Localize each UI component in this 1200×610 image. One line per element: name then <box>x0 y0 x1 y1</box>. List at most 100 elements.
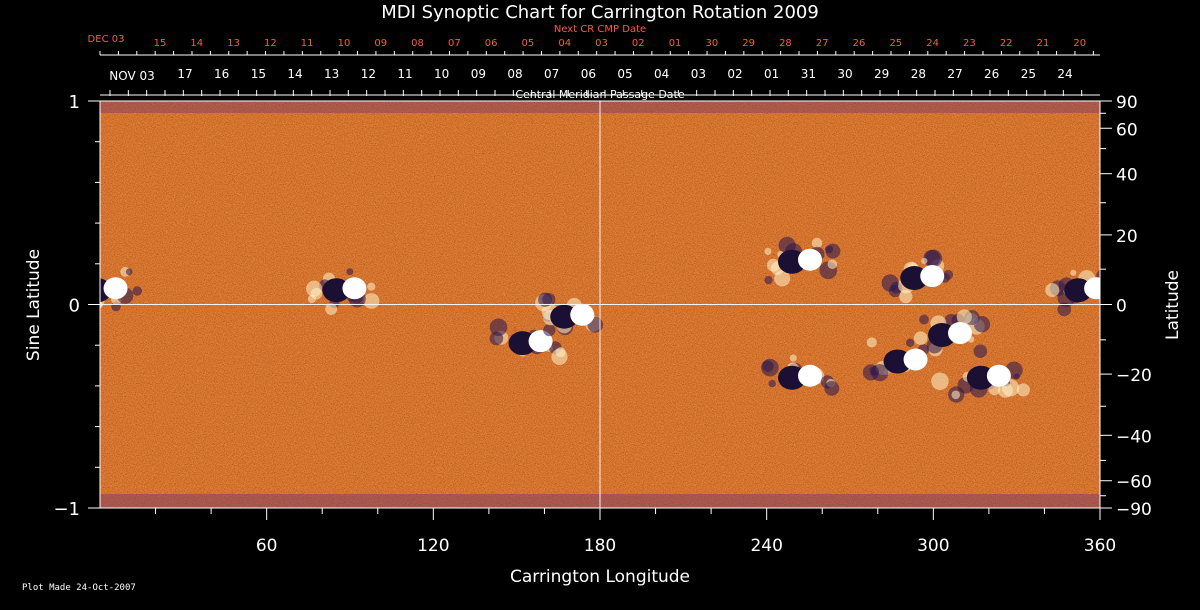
next-cr-axis: 15 14 13 12 11 10 09 08 07 06 05 04 03 02 01 30 29 28 27 26… <box>99 38 1094 55</box>
cmp-start-label: NOV 03 <box>109 69 155 83</box>
cmp-date: 11 <box>397 67 412 81</box>
positive-polarity-spot <box>1084 277 1100 300</box>
cmp-axis-label: Central Meridian Passage Date <box>515 88 684 101</box>
next-cr-date: 13 <box>227 38 240 49</box>
next-cr-date: 10 <box>338 38 351 49</box>
plage-spot <box>1016 383 1030 397</box>
magnetogram-map <box>70 101 1120 508</box>
next-cr-date: 06 <box>485 38 498 49</box>
plage-spot <box>310 287 323 300</box>
next-cr-date: 24 <box>926 38 939 49</box>
plage-spot <box>76 276 92 292</box>
cmp-date: 17 <box>177 67 192 81</box>
active-region <box>70 266 143 312</box>
next-cr-date: 26 <box>853 38 866 49</box>
plage-spot <box>913 331 928 345</box>
next-cr-date: 21 <box>1037 38 1050 49</box>
plage-spot <box>538 292 553 307</box>
positive-polarity-spot <box>342 277 367 300</box>
active-region <box>948 361 1030 403</box>
x-tick-label: 300 <box>917 536 949 556</box>
plage-spot <box>866 337 877 348</box>
y-left-tick-label: −1 <box>53 499 80 520</box>
next-cr-date: 25 <box>889 38 902 49</box>
positive-polarity-spot <box>986 364 1011 387</box>
plage-spot <box>325 303 338 316</box>
next-cr-date: 12 <box>264 38 277 49</box>
cmp-date: 15 <box>251 67 266 81</box>
plage-spot <box>1057 302 1072 317</box>
plage-spot <box>1108 281 1120 293</box>
cmp-date: 08 <box>507 67 522 81</box>
cmp-date: 06 <box>581 67 596 81</box>
plage-spot <box>363 293 380 309</box>
plage-spot <box>489 318 508 337</box>
y-right-tick-label: −20 <box>1116 366 1152 386</box>
plage-spot <box>921 257 928 265</box>
next-cr-axis-label: Next CR CMP Date <box>554 24 646 35</box>
plage-spot <box>824 381 840 396</box>
cmp-date: 09 <box>471 67 486 81</box>
positive-polarity-spot <box>903 348 928 371</box>
next-cr-date: 20 <box>1073 38 1086 49</box>
active-region <box>1045 269 1120 317</box>
cmp-date: 25 <box>1021 67 1036 81</box>
plage-spot <box>811 237 823 249</box>
next-cr-date: 08 <box>411 38 424 49</box>
y-axis-left-label: Sine Latitude <box>24 249 44 361</box>
next-cr-date: 11 <box>301 38 314 49</box>
next-cr-date: 05 <box>522 38 535 49</box>
plage-spot <box>919 314 929 325</box>
cmp-axis: 17 16 15 14 13 12 11 10 09 08 07 06 05 04 03 02 01 31 30 29… <box>100 67 1100 96</box>
plage-spot <box>951 390 961 400</box>
cmp-date: 05 <box>617 67 632 81</box>
plage-spot <box>1070 269 1077 276</box>
next-cr-date: 07 <box>448 38 461 49</box>
positive-polarity-spot <box>570 303 595 326</box>
next-cr-date: 29 <box>742 38 755 49</box>
plage-spot <box>778 236 796 255</box>
plage-spot <box>346 268 354 276</box>
next-cr-date: 28 <box>779 38 792 49</box>
plage-spot <box>70 272 85 287</box>
plage-spot <box>125 268 133 276</box>
cmp-date: 26 <box>984 67 999 81</box>
next-cr-date: 27 <box>816 38 829 49</box>
plage-spot <box>905 338 915 347</box>
plage-spot <box>899 289 913 304</box>
chart-title: MDI Synoptic Chart for Carrington Rotati… <box>381 2 819 23</box>
y-right-tick-label: 90 <box>1116 93 1138 113</box>
y-left-tick-label: 0 <box>69 296 80 317</box>
plage-spot <box>132 286 143 296</box>
plage-spot <box>881 274 899 292</box>
cmp-date: 10 <box>434 67 449 81</box>
plage-spot <box>789 354 797 362</box>
y-right-tick-label: 40 <box>1116 166 1138 186</box>
plage-spot <box>956 309 972 325</box>
plage-spot <box>774 270 791 287</box>
active-region <box>764 236 841 287</box>
y-right-tick-label: 0 <box>1116 297 1127 317</box>
next-cr-date: 23 <box>963 38 976 49</box>
plage-spot <box>1045 283 1060 298</box>
next-cr-date: 03 <box>595 38 608 49</box>
cmp-date: 07 <box>544 67 559 81</box>
cmp-date: 02 <box>727 67 742 81</box>
y-right-tick-label: −90 <box>1116 500 1152 520</box>
positive-polarity-spot <box>798 364 822 387</box>
positive-polarity-spot <box>798 248 822 271</box>
plage-spot <box>762 360 774 372</box>
plot-made-note: Plot Made 24-Oct-2007 <box>22 583 136 593</box>
cmp-date: 28 <box>911 67 926 81</box>
x-axis-label: Carrington Longitude <box>510 567 690 587</box>
cmp-date: 01 <box>764 67 779 81</box>
y-axis-right-label: Latitude <box>1163 270 1183 340</box>
cmp-date: 27 <box>947 67 962 81</box>
active-region <box>913 309 991 359</box>
y-right-tick-label: 20 <box>1116 227 1138 247</box>
cmp-date: 04 <box>654 67 669 81</box>
next-cr-date: 02 <box>632 38 645 49</box>
cmp-date: 13 <box>324 67 339 81</box>
positive-polarity-spot <box>528 330 553 353</box>
